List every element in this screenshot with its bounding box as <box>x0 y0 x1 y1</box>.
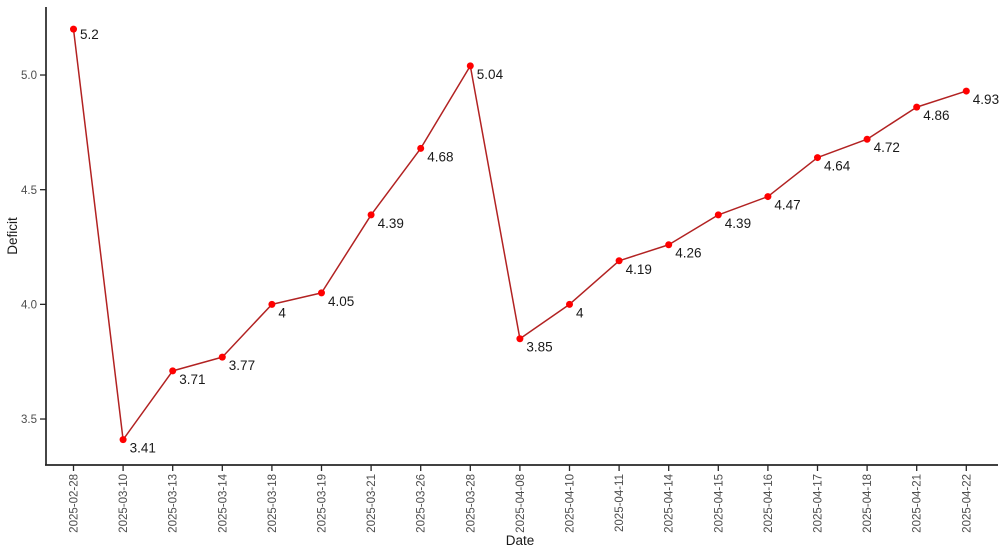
x-tick-label: 2025-03-28 <box>465 474 477 533</box>
data-point <box>764 193 772 201</box>
data-point <box>70 25 77 33</box>
data-point <box>367 211 375 219</box>
x-tick-label: 2025-03-14 <box>217 473 229 532</box>
x-tick-label: 2025-04-18 <box>862 474 874 533</box>
data-point <box>218 353 226 361</box>
y-tick-label: 5.0 <box>21 70 37 82</box>
x-tick-label: 2025-03-26 <box>416 474 428 533</box>
y-axis-title: Deficit <box>5 217 20 255</box>
data-point <box>665 241 673 249</box>
data-point-label: 5.04 <box>477 67 504 82</box>
x-tick-label: 2025-04-15 <box>713 474 725 533</box>
data-point-label: 5.2 <box>80 27 99 42</box>
x-tick-label: 2025-03-19 <box>317 474 329 533</box>
data-point <box>566 300 573 308</box>
data-point-label: 3.77 <box>229 358 255 373</box>
x-tick-label: 2025-03-10 <box>118 474 130 533</box>
data-point-label: 3.71 <box>179 372 205 387</box>
data-point-label: 4.72 <box>874 140 900 155</box>
data-point-label: 4.39 <box>725 216 751 231</box>
data-point <box>962 87 970 95</box>
data-point <box>318 289 325 297</box>
x-tick-label: 2025-04-14 <box>664 473 676 532</box>
data-point-label: 3.41 <box>130 441 156 456</box>
data-point-label: 4.05 <box>328 294 354 309</box>
x-tick-label: 2025-04-11 <box>614 474 626 532</box>
data-point <box>814 154 821 162</box>
data-point-label: 4.64 <box>824 159 851 174</box>
data-point-label: 4.68 <box>427 149 453 164</box>
data-point <box>615 257 623 265</box>
data-point <box>169 367 177 375</box>
data-point-label: 4 <box>576 305 584 320</box>
data-point <box>516 335 524 343</box>
data-point-label: 4.93 <box>973 92 999 107</box>
x-tick-label: 2025-04-21 <box>912 474 924 533</box>
data-point <box>913 103 921 111</box>
x-tick-label: 2025-03-13 <box>168 474 180 533</box>
data-point <box>466 62 474 70</box>
x-tick-label: 2025-04-22 <box>961 474 973 533</box>
data-point <box>268 300 276 308</box>
x-tick-label: 2025-03-21 <box>366 474 378 533</box>
data-point <box>119 436 127 444</box>
x-tick-label: 2025-03-18 <box>267 474 279 533</box>
data-point <box>417 144 425 152</box>
data-point <box>863 135 871 143</box>
data-line <box>72 29 967 441</box>
y-tick-label: 3.5 <box>21 414 37 426</box>
data-point-label: 4.86 <box>923 108 949 123</box>
data-point-label: 4.19 <box>626 262 652 277</box>
x-axis-title: Date <box>506 533 535 548</box>
data-point-label: 3.85 <box>526 340 552 355</box>
data-point-label: 4.47 <box>774 198 800 213</box>
y-tick-label: 4.0 <box>21 300 37 312</box>
x-tick-label: 2025-04-17 <box>813 474 825 533</box>
data-point-label: 4.39 <box>378 216 404 231</box>
data-point <box>714 211 722 219</box>
data-point-label: 4.26 <box>675 246 701 261</box>
y-tick-label: 4.5 <box>21 185 37 197</box>
data-point-label: 4 <box>278 305 286 320</box>
x-tick-label: 2025-02-28 <box>69 474 81 533</box>
x-tick-label: 2025-04-16 <box>763 474 775 533</box>
x-tick-label: 2025-04-08 <box>515 474 527 533</box>
x-tick-label: 2025-04-10 <box>565 474 577 533</box>
